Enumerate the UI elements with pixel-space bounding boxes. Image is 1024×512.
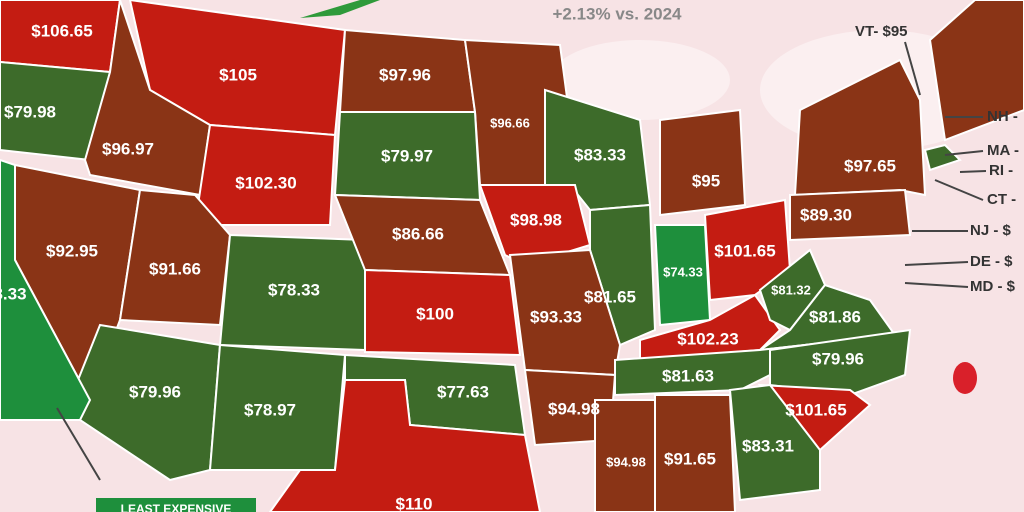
leader-line <box>959 170 987 173</box>
price-label: $94.98 <box>548 399 600 418</box>
price-label: $93.33 <box>530 307 582 326</box>
callout-label: VT- $95 <box>855 23 908 40</box>
state <box>728 383 821 502</box>
price-label: $79.96 <box>812 349 864 368</box>
callout-label: MD - $ <box>970 278 1016 295</box>
price-label: $101.65 <box>714 241 775 260</box>
badge <box>96 498 256 512</box>
price-label: $86.66 <box>392 224 444 243</box>
callout-label: NJ - $ <box>970 222 1012 239</box>
price-label: $105 <box>219 65 257 84</box>
price-label: $79.97 <box>381 146 433 165</box>
price-label: $102.30 <box>235 173 296 192</box>
callout-label: DE - $ <box>970 253 1013 270</box>
price-label: $78.97 <box>244 400 296 419</box>
price-label: $100 <box>416 304 454 323</box>
pin <box>953 362 977 394</box>
state <box>268 379 542 512</box>
leader-line <box>904 41 921 96</box>
price-label: $92.95 <box>46 241 98 260</box>
price-label: 3.33 <box>0 284 27 303</box>
subtitle: +2.13% vs. 2024 <box>552 4 682 23</box>
leader-line <box>934 179 984 201</box>
price-label: $91.66 <box>149 259 201 278</box>
price-label: $91.65 <box>664 449 716 468</box>
state <box>594 399 656 512</box>
state <box>769 328 912 397</box>
price-label: $81.32 <box>771 282 811 297</box>
callout-label: MA - <box>987 142 1019 159</box>
price-label: $81.86 <box>809 307 861 326</box>
price-label: $78.33 <box>268 280 320 299</box>
badge-label: LEAST EXPENSIVE <box>121 502 232 512</box>
price-label: $89.30 <box>800 205 852 224</box>
leader-line <box>904 282 969 288</box>
price-label: $83.33 <box>574 145 626 164</box>
callouts: VT- $95 NH - MA - RI - CT - NJ - $ DE - … <box>56 23 1019 481</box>
state <box>0 158 92 421</box>
state <box>654 394 737 512</box>
state <box>589 203 657 347</box>
callout-label: RI - <box>989 162 1013 179</box>
price-label: $83.31 <box>742 436 794 455</box>
price-label: $110 <box>396 494 433 512</box>
price-label: $97.96 <box>379 65 431 84</box>
price-label: $106.65 <box>31 21 92 40</box>
state <box>83 0 212 197</box>
state <box>364 268 522 357</box>
price-label: $81.63 <box>662 366 714 385</box>
price-label: $81.65 <box>584 287 636 306</box>
leader-line <box>904 261 969 266</box>
state <box>789 188 912 242</box>
price-label: $96.97 <box>102 139 154 158</box>
leader-line <box>944 150 984 156</box>
state <box>193 123 337 226</box>
price-label: $95 <box>692 171 720 190</box>
price-labels: $106.65 $79.98 $105 $97.96 $96.66 $96.97… <box>0 21 896 512</box>
price-label: $102.23 <box>677 329 738 348</box>
price-label: $98.98 <box>510 210 562 229</box>
callout-label: CT - <box>987 191 1016 208</box>
price-label: $101.65 <box>785 400 846 419</box>
state <box>928 0 1024 142</box>
price-label: $94.98 <box>606 454 646 469</box>
price-label: $97.65 <box>844 156 896 175</box>
leader-line <box>56 407 101 481</box>
callout-label: NH - <box>987 108 1018 125</box>
state <box>759 283 897 351</box>
state <box>659 108 747 217</box>
price-label: $79.96 <box>129 382 181 401</box>
leaf <box>300 0 380 18</box>
price-label: $77.63 <box>437 382 489 401</box>
price-label: $96.66 <box>490 115 530 130</box>
price-label: $79.98 <box>4 102 56 121</box>
cloud <box>550 40 730 120</box>
state <box>923 143 962 172</box>
price-label: $74.33 <box>663 264 703 279</box>
